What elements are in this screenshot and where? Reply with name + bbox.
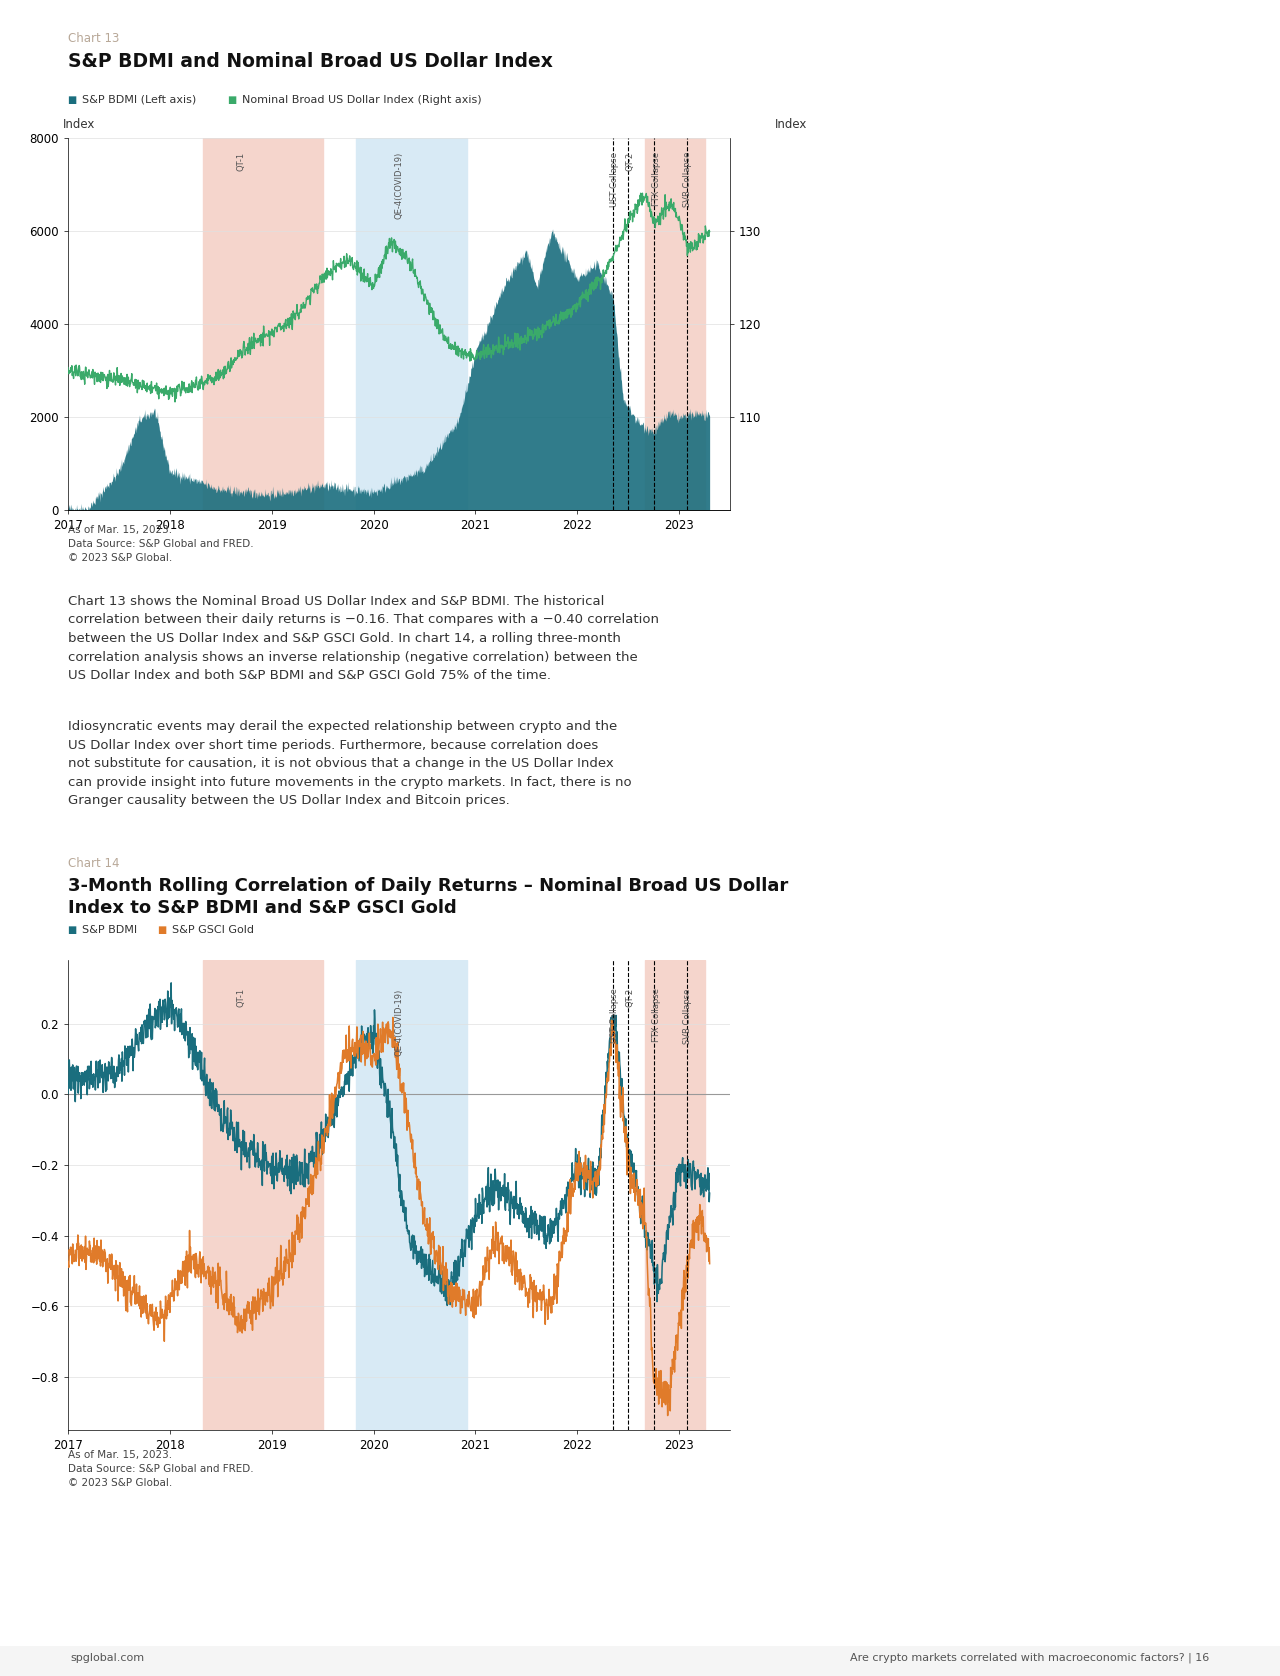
Text: spglobal.com: spglobal.com — [70, 1653, 145, 1663]
Text: Index to S&P BDMI and S&P GSCI Gold: Index to S&P BDMI and S&P GSCI Gold — [68, 898, 457, 917]
Bar — [645, 960, 704, 1430]
Text: 3-Month Rolling Correlation of Daily Returns – Nominal Broad US Dollar: 3-Month Rolling Correlation of Daily Ret… — [68, 877, 788, 895]
Text: S&P BDMI: S&P BDMI — [82, 925, 137, 935]
Text: QE-4(COVID-19): QE-4(COVID-19) — [394, 989, 403, 1056]
Bar — [204, 137, 323, 510]
Text: Nominal Broad US Dollar Index (Right axis): Nominal Broad US Dollar Index (Right axi… — [242, 96, 481, 106]
Text: Index: Index — [774, 117, 808, 131]
Text: SVB Collapse: SVB Collapse — [682, 989, 691, 1044]
Text: Chart 14: Chart 14 — [68, 856, 119, 870]
Text: Are crypto markets correlated with macroeconomic factors? | 16: Are crypto markets correlated with macro… — [850, 1653, 1210, 1663]
Text: Chart 13 shows the Nominal Broad US Dollar Index and S&P BDMI. The historical
co: Chart 13 shows the Nominal Broad US Doll… — [68, 595, 659, 682]
Text: Index: Index — [63, 117, 96, 131]
Text: QT-1: QT-1 — [237, 153, 246, 171]
Text: ■: ■ — [68, 925, 81, 935]
Text: QT-2: QT-2 — [626, 989, 635, 1007]
Text: S&P BDMI and Nominal Broad US Dollar Index: S&P BDMI and Nominal Broad US Dollar Ind… — [68, 52, 553, 70]
Bar — [356, 960, 467, 1430]
Text: FTX Collapse: FTX Collapse — [653, 989, 662, 1042]
Text: Idiosyncratic events may derail the expected relationship between crypto and the: Idiosyncratic events may derail the expe… — [68, 721, 631, 808]
Text: ■: ■ — [157, 925, 170, 935]
Text: As of Mar. 15, 2023.
Data Source: S&P Global and FRED.
© 2023 S&P Global.: As of Mar. 15, 2023. Data Source: S&P Gl… — [68, 525, 253, 563]
Text: QT-1: QT-1 — [237, 989, 246, 1007]
Text: QT-2: QT-2 — [626, 153, 635, 171]
Text: FTX Collapse: FTX Collapse — [653, 153, 662, 206]
Text: Chart 13: Chart 13 — [68, 32, 119, 45]
Bar — [204, 960, 323, 1430]
Bar — [356, 137, 467, 510]
Text: UST Collapse: UST Collapse — [611, 153, 620, 206]
Bar — [645, 137, 704, 510]
Text: ■: ■ — [228, 96, 241, 106]
Text: S&P BDMI (Left axis): S&P BDMI (Left axis) — [82, 96, 196, 106]
Text: As of Mar. 15, 2023.
Data Source: S&P Global and FRED.
© 2023 S&P Global.: As of Mar. 15, 2023. Data Source: S&P Gl… — [68, 1450, 253, 1488]
Text: SVB Collapse: SVB Collapse — [682, 153, 691, 208]
Text: UST Collapse: UST Collapse — [611, 989, 620, 1042]
Text: QE-4(COVID-19): QE-4(COVID-19) — [394, 153, 403, 220]
Text: S&P GSCI Gold: S&P GSCI Gold — [172, 925, 253, 935]
Text: ■: ■ — [68, 96, 81, 106]
